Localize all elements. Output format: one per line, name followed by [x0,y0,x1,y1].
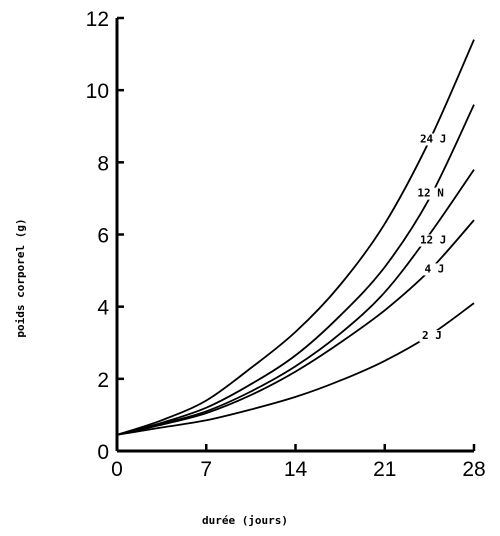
series-labels: 24 J 12 N 12 J 4 J 2 J [414,132,450,343]
x-tick-label: 14 [284,458,308,481]
series-label-12j: 12 J [420,234,447,247]
y-tick-label: 4 [97,297,109,320]
series-label-24j: 24 J [420,132,447,145]
y-tick-label: 0 [97,441,109,464]
series-label-4j: 4 J [425,262,445,275]
series-line-4j [116,219,475,436]
series-label-12n: 12 N [417,187,444,200]
series-line-2j [116,302,475,436]
series-line-12n [116,104,475,436]
series-label-bg-4j [421,263,447,276]
y-axis-label: poids corporel (g) [14,218,27,337]
x-tick-label: 28 [462,458,485,481]
x-tick-label: 21 [373,458,396,481]
series-line-12j [116,169,475,436]
x-axis-label: durée (jours) [202,514,288,527]
series-label-bg-12n [414,187,447,200]
y-tick-label: 2 [97,369,109,392]
y-tick-label: 6 [97,225,109,248]
ticks-group: 0 2 4 6 8 10 12 0 7 14 21 28 [86,8,486,481]
y-tick-label: 12 [86,8,109,31]
y-tick-label: 8 [97,152,109,175]
series-label-bg-2j [419,330,445,343]
x-tick-label: 0 [111,458,123,481]
x-tick-label: 7 [200,458,212,481]
y-tick-label: 10 [86,80,109,103]
series-label-bg-12j [417,234,450,247]
series-label-2j: 2 J [422,329,442,342]
series-label-bg-24j [417,133,450,146]
